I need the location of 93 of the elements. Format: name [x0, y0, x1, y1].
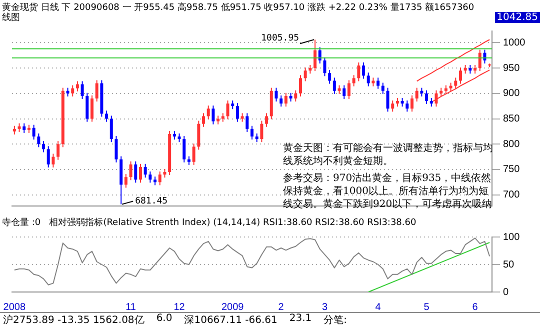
candlestick [22, 122, 26, 134]
candlestick [352, 74, 356, 87]
candlestick [280, 94, 283, 108]
candlestick [76, 80, 79, 92]
candlestick [386, 87, 390, 112]
candlestick [52, 153, 55, 168]
candlestick [314, 39, 317, 72]
candlestick [37, 132, 40, 148]
candlestick [206, 105, 210, 120]
candlestick [56, 140, 60, 160]
candlestick [86, 92, 89, 122]
annotation: 参考交易：970沽出黄金，目标935，中线依然保持黄金，看1000以上。所有沽单行为均为短线交易。黄金下跌到920以下，可考虑再次吸纳 [283, 172, 494, 211]
candlestick [236, 102, 239, 122]
candlestick [80, 80, 84, 100]
x-tick-label: 12 [174, 302, 186, 313]
y-tick-label: 1000 [503, 37, 526, 48]
candlestick [110, 115, 113, 143]
candlestick [357, 62, 360, 82]
candlestick [425, 90, 428, 105]
candlestick [250, 125, 254, 140]
x-tick-label: 5 [424, 302, 430, 313]
candlestick [347, 80, 350, 100]
candlestick [192, 143, 196, 166]
candlestick [71, 84, 74, 97]
x-tick-label: 2009 [221, 302, 244, 313]
y-tick-label: 950 [503, 62, 520, 74]
candlestick [376, 77, 380, 90]
candlestick [342, 84, 346, 100]
candlestick [366, 72, 370, 87]
x-tick-label: 3 [322, 302, 328, 313]
x-tick-label: 2008 [3, 302, 26, 313]
x-tick-label: 6 [472, 302, 478, 313]
candlestick [391, 100, 394, 112]
candlestick [274, 87, 278, 102]
annotation: 1005.95 [261, 33, 300, 44]
candlestick [265, 112, 268, 128]
candlestick [323, 56, 326, 77]
candlestick [362, 62, 366, 80]
candlestick [284, 92, 288, 108]
y-tick-label: 700 [503, 190, 520, 201]
candlestick [105, 110, 108, 122]
candlestick [260, 120, 264, 143]
candlestick [226, 100, 230, 120]
candlestick [114, 136, 118, 163]
annotation: 黄金天图：有可能会有一波调整走势，指标与均线系统均不利黄金短期。 [283, 142, 494, 168]
candlestick [410, 94, 414, 112]
text: 深10667.11 -66.61 [183, 314, 278, 325]
candlestick [182, 136, 186, 163]
candlestick [197, 120, 200, 150]
candlestick [144, 163, 147, 178]
candlestick [148, 171, 152, 184]
candlestick [124, 174, 128, 188]
y-tick-label: 0 [503, 286, 509, 298]
y-tick-label: 850 [503, 114, 520, 125]
candlestick [138, 163, 142, 184]
candlestick [42, 140, 46, 153]
chart-title: 黄金现货 日线 下 20090608 一 开955.45 高958.75 低951.75 收957.10 涨跌 +2.22 0.23% 量1735 额1657360 [2, 2, 474, 13]
text: 沪2753.89 -13.35 1562.08亿 [2, 314, 146, 325]
candlestick [381, 82, 384, 94]
x-tick-label: 11 [126, 302, 136, 313]
candlestick [158, 171, 162, 186]
candlestick [454, 77, 458, 90]
y-tick-label: 900 [503, 88, 520, 100]
candlestick [46, 146, 50, 168]
candlestick [202, 112, 206, 128]
candlestick [129, 160, 132, 181]
candlestick [478, 49, 482, 72]
y-tick-label: 750 [503, 164, 520, 176]
candlestick [332, 77, 336, 94]
text: 6.0 [155, 313, 174, 325]
candlestick [134, 160, 138, 184]
candlestick [212, 105, 215, 125]
text: 寺仓量 :0 相对强弱指标(Relative Strenth Index) (14,14,14) RSI1:38.60 RSI2:38.60 RSI3:38.60 [2, 218, 416, 228]
candlestick [90, 94, 94, 122]
x-tick-label: 4 [375, 302, 382, 313]
chart-subtitle: 线图 [2, 12, 20, 24]
candlestick [415, 87, 418, 102]
candlestick [95, 80, 98, 102]
text: 23.1 [288, 313, 313, 325]
candlestick [406, 100, 409, 112]
annotation: 681.45 [135, 196, 168, 207]
candlestick [32, 124, 36, 140]
y-tick-label: 800 [503, 138, 520, 150]
x-tick-label: 2 [278, 302, 284, 313]
y-tick-label: 50 [503, 259, 515, 270]
text: 1042.85 [494, 12, 540, 23]
candlestick [246, 112, 249, 132]
candlestick [304, 67, 307, 82]
candlestick [328, 70, 332, 84]
candlestick [294, 90, 298, 102]
y-tick-label: 100 [503, 232, 520, 243]
text: 分笔: [322, 314, 348, 325]
candlestick [298, 74, 302, 97]
